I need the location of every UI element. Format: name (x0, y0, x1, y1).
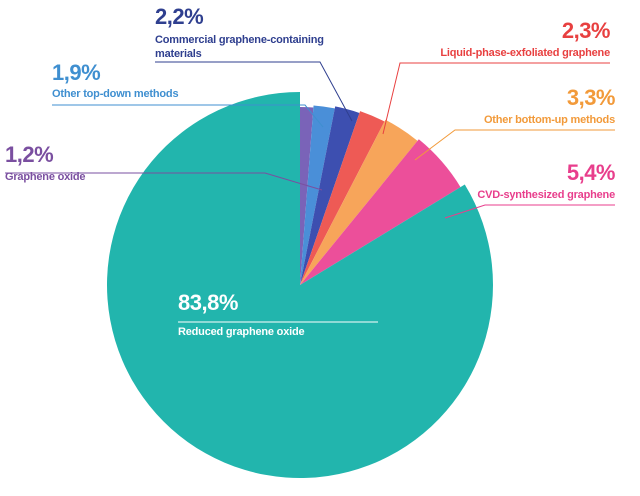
label-reduced: 83,8% Reduced graphene oxide (178, 290, 305, 338)
slice-graphene-oxide (300, 107, 314, 285)
value-label: 2,3% (561, 18, 611, 43)
leader-commercial (155, 61, 353, 122)
value-label: 83,8% (178, 290, 238, 315)
slice-cvd-synthesized-graphene (300, 139, 461, 285)
value-label: 1,2% (5, 142, 54, 167)
slice-reduced-graphene-oxide (106, 92, 494, 478)
slice-name: Other top-down methods (52, 88, 179, 100)
slice-name: Graphene oxide (5, 171, 86, 183)
slice-name: Other bottom-up methods (483, 114, 615, 126)
label-liquid: 2,3% Liquid-phase-exfoliated graphene (440, 18, 610, 59)
value-label: 5,4% (566, 160, 616, 185)
label-top-down: 1,9% Other top-down methods (52, 60, 179, 100)
value-label: 1,9% (52, 60, 101, 85)
slice-name: Reduced graphene oxide (178, 326, 305, 338)
value-label: 3,3% (566, 85, 616, 110)
leader-cvd (444, 204, 615, 219)
slice-name: Liquid-phase-exfoliated graphene (440, 47, 610, 59)
leader-bottom-up (414, 129, 615, 161)
slice-liquid-phase-exfoliated-graphene (300, 111, 385, 285)
slice-name: Commercial graphene-containing materials (155, 34, 324, 60)
label-cvd: 5,4% CVD-synthesized graphene (477, 160, 615, 201)
slice-name: CVD-synthesized graphene (477, 189, 615, 201)
leader-liquid (382, 62, 610, 135)
leader-graphene-oxide (5, 172, 323, 191)
label-graphene-oxide: 1,2% Graphene oxide (5, 142, 86, 183)
value-label: 2,2% (155, 4, 204, 29)
label-bottom-up: 3,3% Other bottom-up methods (483, 85, 616, 126)
label-commercial: 2,2% Commercial graphene-containing mate… (155, 4, 330, 61)
slice-other-top-down-methods (300, 105, 335, 285)
slice-commercial-graphene-containing-materials (300, 106, 360, 285)
slice-other-bottom-up-methods (300, 119, 418, 285)
leader-top-down (52, 104, 324, 128)
